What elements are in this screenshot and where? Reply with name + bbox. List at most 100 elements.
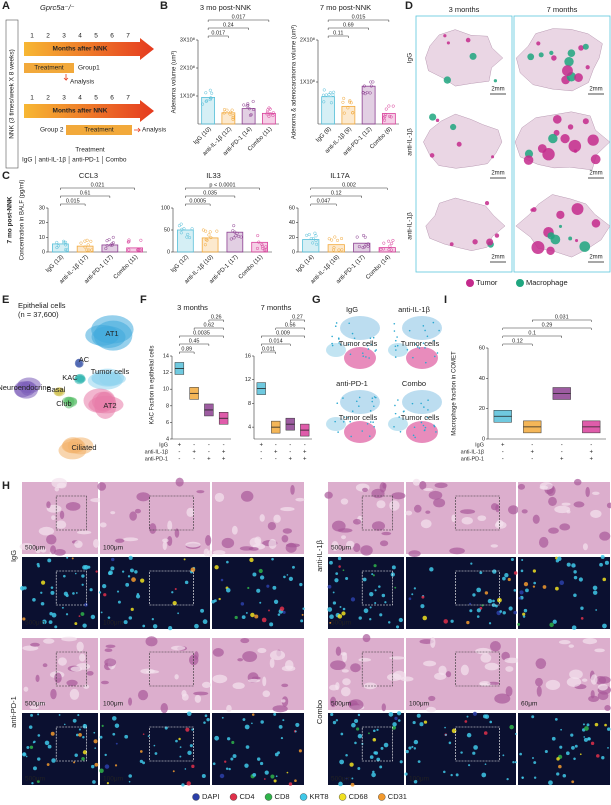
- cell-decor: [357, 713, 361, 717]
- p-value: 0.11: [333, 30, 343, 36]
- x-tick-label: Combo (8): [369, 126, 393, 150]
- umap-point-decor: [347, 416, 349, 419]
- umap-point-decor: [366, 344, 369, 347]
- umap-point-decor: [371, 400, 374, 403]
- cell-decor: [50, 590, 55, 595]
- cell-decor: [240, 602, 245, 606]
- umap-point-decor: [433, 424, 435, 427]
- cluster-label: AT1: [105, 329, 118, 338]
- cell-decor: [130, 607, 134, 611]
- cell-decor: [245, 611, 248, 614]
- point-decor: [182, 227, 186, 231]
- cell-decor: [142, 733, 145, 735]
- zoom-box: [455, 570, 500, 606]
- tissue-decor: [201, 681, 212, 689]
- cell-decor: [82, 623, 87, 628]
- legend-swatch: [229, 793, 238, 801]
- tissue-decor: [214, 492, 225, 502]
- cell-decor: [398, 617, 403, 623]
- umap-point-decor: [424, 426, 427, 429]
- cell-decor: [179, 755, 182, 758]
- scale-label: 100μm: [103, 776, 123, 783]
- y-tick-label: 6: [166, 420, 169, 426]
- cell-decor: [288, 576, 294, 581]
- significance-bracket: [502, 335, 562, 338]
- cell-decor: [340, 732, 344, 736]
- month-number: 2: [46, 33, 50, 40]
- umap-decor: [344, 347, 376, 369]
- tissue-decor: [604, 704, 611, 711]
- tissue-decor: [342, 652, 348, 663]
- umap-cluster: [93, 320, 133, 351]
- cell-decor: [178, 737, 181, 741]
- lesion-decor: [575, 238, 579, 243]
- legend-entry: CD31: [388, 792, 407, 801]
- cell-decor: [392, 722, 397, 727]
- tissue-decor: [251, 676, 261, 680]
- cell-decor: [468, 764, 471, 767]
- point-decor: [391, 104, 395, 108]
- significance-bracket: [261, 351, 276, 354]
- point-decor: [209, 236, 213, 240]
- condition-name: anti-IL-1β: [461, 449, 484, 455]
- scale-label: 2mm: [491, 87, 504, 93]
- tissue-decor: [590, 674, 598, 685]
- cell-decor: [247, 586, 250, 590]
- cell-decor: [40, 601, 45, 606]
- point-decor: [242, 103, 246, 107]
- cell-decor: [179, 746, 182, 749]
- tissue-decor: [566, 509, 571, 514]
- cell-decor: [32, 766, 37, 771]
- tissue-decor: [149, 523, 157, 534]
- tissue-decor: [330, 660, 346, 671]
- tissue-decor: [175, 477, 184, 487]
- cell-decor: [103, 593, 107, 597]
- bar: [321, 96, 336, 125]
- lesion-decor: [587, 134, 599, 146]
- tissue-decor: [340, 498, 349, 505]
- p-value: 0.27: [292, 314, 303, 320]
- cell-decor: [573, 593, 577, 598]
- cell-decor: [533, 776, 537, 779]
- cell-decor: [533, 581, 537, 585]
- cell-decor: [351, 777, 354, 780]
- tissue-decor: [517, 483, 526, 490]
- umap-point-decor: [420, 421, 423, 424]
- tissue-decor: [405, 510, 413, 516]
- umap-decor: [402, 316, 442, 340]
- cell-decor: [172, 601, 177, 606]
- tissue-decor: [329, 684, 339, 691]
- mouse-label: Gprc5a⁻/⁻: [40, 3, 75, 12]
- umap-cluster: [74, 374, 85, 385]
- scale-label: 100μm: [409, 776, 429, 783]
- condition-sign: -: [590, 443, 592, 449]
- point-decor: [62, 241, 66, 245]
- lesion-decor: [536, 41, 541, 46]
- panel-letter: C: [2, 170, 10, 182]
- y-axis-label: Adenoma volume (um³): [172, 51, 178, 114]
- cell-decor: [300, 619, 304, 623]
- point-decor: [387, 239, 391, 243]
- umap-point-decor: [427, 399, 429, 401]
- tissue-decor: [606, 502, 611, 509]
- point-decor: [231, 116, 235, 120]
- cell-decor: [369, 591, 374, 597]
- condition-sign: -: [260, 450, 262, 456]
- significance-bracket: [310, 195, 362, 198]
- point-decor: [381, 247, 385, 251]
- umap-point-decor: [427, 409, 429, 411]
- cell-decor: [259, 575, 265, 580]
- cell-decor: [358, 616, 362, 620]
- point-decor: [205, 238, 209, 242]
- lesion-decor: [484, 201, 490, 206]
- analysis-label: Analysis: [142, 127, 167, 134]
- tissue-decor: [475, 647, 492, 655]
- cell-decor: [472, 711, 478, 716]
- cell-decor: [142, 761, 146, 765]
- cell-decor: [483, 731, 488, 735]
- point-decor: [234, 234, 238, 238]
- condition-sign: -: [275, 443, 277, 449]
- tissue-decor: [281, 699, 286, 703]
- umap-point-decor: [435, 431, 437, 433]
- tissue-decor: [242, 651, 258, 662]
